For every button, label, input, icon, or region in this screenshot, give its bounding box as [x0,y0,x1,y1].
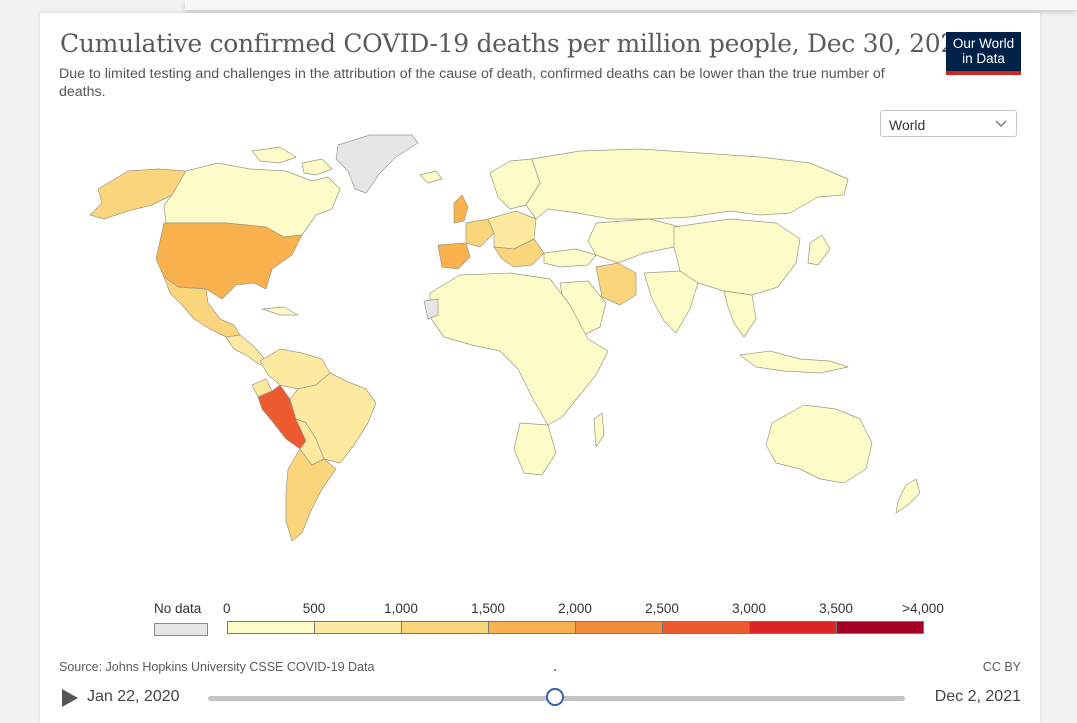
logo-accent-bar [946,71,1021,75]
legend-bin-label: 1,500 [471,601,505,616]
country-spain [437,242,471,270]
legend-bin-swatch [227,621,315,634]
country-southeast-asia [723,290,757,338]
chart-subtitle: Due to limited testing and challenges in… [59,66,885,100]
country-iceland [419,170,443,184]
legend-last-label: >4,000 [902,601,944,616]
country-alaska [89,168,187,220]
country-new-zealand [895,478,921,514]
legend-bin-swatch [488,621,576,634]
country-italy-balkans [493,238,545,268]
country-madagascar [593,412,605,448]
logo-line-1: Our World [952,36,1015,51]
legend-bin-label: 0 [223,601,231,616]
license-link[interactable]: CC BY [982,660,1021,674]
legend-bin-label: 3,000 [732,601,766,616]
chart-title: Cumulative confirmed COVID-19 deaths per… [60,29,972,58]
legend-bin-label: 500 [302,601,326,616]
country-indonesia [739,350,849,374]
logo-line-2: in Data [962,51,1005,66]
country-canada-islands [251,146,333,176]
country-russia [525,148,849,220]
country-western-sahara [423,298,439,320]
legend-bin-swatch [662,621,750,634]
timeline-end-date: Dec 2, 2021 [934,688,1021,705]
legend-bin-swatch [575,621,663,634]
color-legend: No data 0 500 1,000 1,500 2,000 2,500 3,000 3,5… [40,593,1040,636]
region-select-value: World [889,117,926,133]
country-central-asia [587,218,681,264]
country-argentina-chile [285,448,337,542]
timeline-handle[interactable] [546,688,565,706]
timeline: Jan 22, 2020 Dec 2, 2021 [40,683,1040,723]
country-france-benelux [465,218,495,248]
country-canada [163,162,341,238]
chart-card: Cumulative confirmed COVID-19 deaths per… [40,13,1040,723]
hover-dot [554,669,556,671]
country-australia [765,404,873,484]
country-africa-north [429,272,609,426]
country-japan [807,234,831,266]
timeline-start-date: Jan 22, 2020 [87,688,180,705]
legend-nodata-label: No data [154,601,202,616]
country-china [673,218,801,296]
play-icon[interactable] [62,689,78,707]
legend-bin-swatch [401,621,489,634]
legend-bin-label: 1,000 [384,601,418,616]
region-select[interactable]: World [880,110,1017,137]
country-central-america [225,334,267,366]
country-cuba [261,306,299,316]
legend-nodata-swatch [154,623,208,636]
owid-logo[interactable]: Our World in Data [946,32,1021,75]
country-turkey [543,248,597,268]
country-greenland [335,134,419,194]
chevron-down-icon [995,120,1007,128]
legend-bin-label: 3,500 [819,601,853,616]
source-note[interactable]: Source: Johns Hopkins University CSSE CO… [59,660,375,674]
country-india [643,270,699,334]
country-south-africa [513,422,557,476]
legend-bin-swatch [314,621,402,634]
legend-bin-label: 2,500 [645,601,679,616]
top-bar-shadow [185,0,1077,10]
legend-bin-swatch [836,621,924,634]
legend-bin-label: 2,000 [558,601,592,616]
world-map[interactable] [40,123,1040,563]
country-uk [453,194,469,224]
legend-bin-swatch [749,621,837,634]
